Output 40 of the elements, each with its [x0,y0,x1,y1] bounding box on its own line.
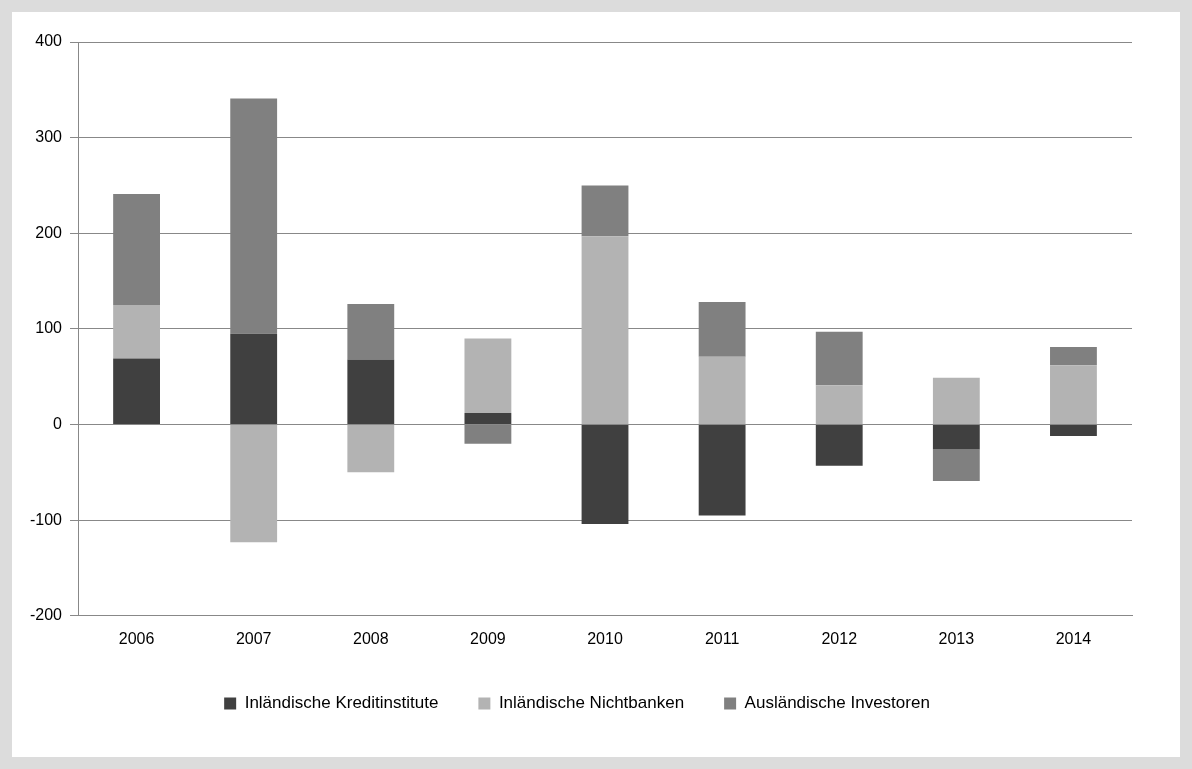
y-tick-label: -100 [29,510,63,528]
x-tick-label: 2010 [587,629,623,647]
legend-label: Inländische Nichtbanken [498,693,685,713]
bar [815,385,863,425]
x-tick-label: 2008 [353,629,389,647]
bar [230,333,278,425]
y-tick-label: 300 [35,128,63,146]
bar [230,425,278,543]
x-tick-label: 2006 [118,629,155,647]
bar [347,425,395,473]
y-tick-label: 200 [35,223,63,241]
bar [581,425,629,524]
bar [113,304,160,359]
bar [815,425,863,466]
x-tick-label: 2012 [821,629,858,647]
x-tick-label: 2013 [938,629,975,647]
bar [1050,425,1097,437]
bar [932,425,980,450]
y-tick-label: -200 [29,606,63,624]
bar [464,413,512,425]
bar [698,356,746,425]
bar [1050,347,1097,366]
x-tick-label: 2007 [235,629,272,647]
y-tick-label: 100 [35,319,63,337]
bar [347,359,395,425]
y-tick-label: 400 [35,32,63,50]
bar [1050,365,1097,425]
x-tick-label: 2009 [470,629,506,647]
legend-label: Inländische Kreditinstitute [244,693,439,713]
bar [815,331,863,386]
x-tick-label: 2014 [1055,629,1092,647]
y-tick-label: 0 [53,414,63,432]
bar [932,449,980,481]
legend-label: Ausländische Investoren [744,693,930,713]
bar [581,236,629,425]
bar [698,425,746,516]
bar [464,338,512,414]
bar [113,358,160,425]
bar [932,377,980,425]
x-tick-label: 2011 [704,629,740,647]
